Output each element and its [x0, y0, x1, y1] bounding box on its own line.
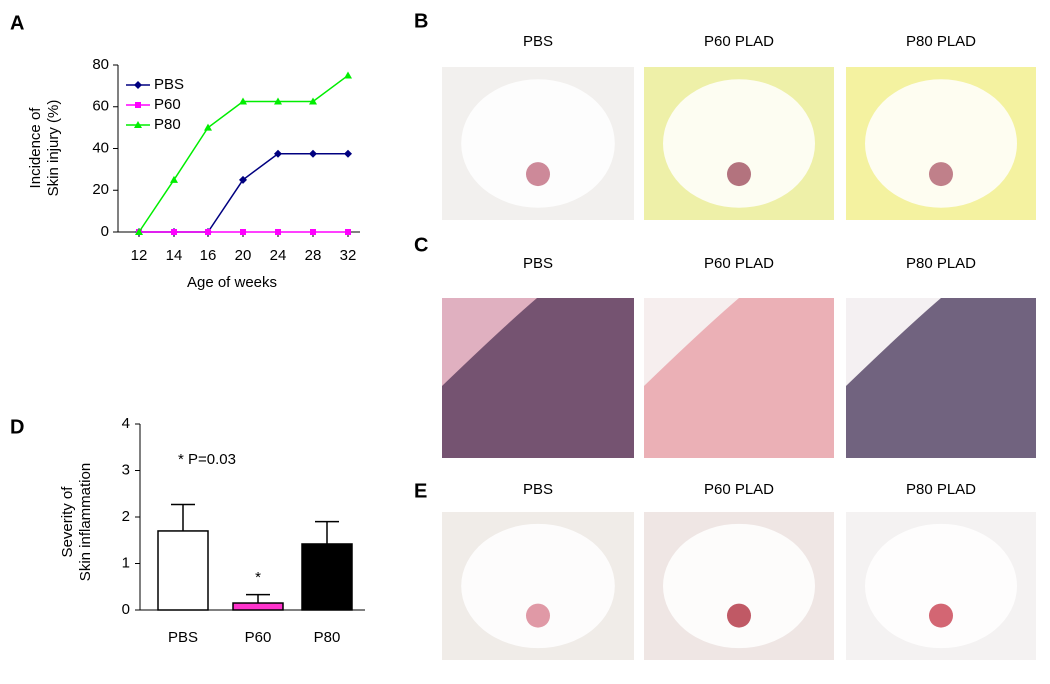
panel-letter: C — [414, 234, 428, 256]
point — [310, 229, 316, 235]
lesion — [727, 603, 751, 628]
y-tick-label: 0 — [122, 601, 130, 618]
legend-marker — [135, 102, 141, 108]
point — [171, 229, 177, 235]
legend-label: PBS — [154, 76, 184, 93]
tissue — [442, 298, 634, 458]
point — [274, 149, 282, 158]
x-tick-label: PBS — [168, 629, 198, 646]
point — [240, 229, 246, 235]
photo-column-label: P80 PLAD — [906, 481, 976, 498]
bar — [232, 602, 284, 611]
point — [170, 175, 178, 183]
legend-marker — [134, 81, 142, 89]
panel-letter: A — [10, 12, 24, 34]
y-tick-label: 60 — [92, 98, 109, 115]
line — [139, 152, 348, 233]
x-tick-label: 14 — [166, 247, 183, 264]
panel-letter: D — [10, 416, 24, 438]
annotation: * P=0.03 — [178, 451, 236, 468]
point — [274, 97, 282, 105]
animal — [865, 523, 1017, 649]
y-tick-label: 20 — [92, 181, 109, 198]
point — [135, 228, 143, 235]
panel-letter: E — [414, 480, 427, 502]
tissue — [644, 298, 834, 458]
lesion — [526, 162, 550, 187]
y-axis-label: Incidence of — [27, 107, 44, 189]
y-tick-label: 4 — [122, 415, 130, 432]
lesion — [526, 603, 550, 628]
legend-marker — [134, 121, 142, 128]
animal — [663, 523, 815, 649]
legend-label: P60 — [154, 96, 181, 113]
significance-mark: * — [255, 569, 261, 586]
lesion — [929, 603, 953, 628]
photo-column-label: PBS — [523, 255, 553, 272]
y-tick-label: 0 — [101, 223, 109, 240]
x-tick-label: 20 — [235, 247, 252, 264]
y-tick-label: 1 — [122, 554, 130, 571]
x-tick-label: 16 — [200, 247, 217, 264]
lesion — [929, 162, 953, 187]
point — [204, 123, 212, 131]
animal — [461, 523, 615, 649]
photo-column-label: P60 PLAD — [704, 255, 774, 272]
photo-column-label: P60 PLAD — [704, 33, 774, 50]
x-axis-label: Age of weeks — [187, 274, 277, 291]
y-tick-label: 2 — [122, 508, 130, 525]
animal — [865, 79, 1017, 208]
photo-column-label: P60 PLAD — [704, 481, 774, 498]
y-tick-label: 3 — [122, 461, 130, 478]
photo-column-label: PBS — [523, 33, 553, 50]
point — [345, 229, 351, 235]
point — [344, 71, 352, 79]
point — [309, 149, 317, 158]
panel-letter: B — [414, 10, 428, 32]
x-tick-label: 32 — [340, 247, 357, 264]
x-tick-label: 28 — [305, 247, 322, 264]
x-tick-label: P80 — [314, 629, 341, 646]
x-tick-label: 24 — [270, 247, 287, 264]
photo-column-label: P80 PLAD — [906, 33, 976, 50]
photo-column-label: PBS — [523, 481, 553, 498]
legend-label: P80 — [154, 116, 181, 133]
bar — [301, 543, 353, 611]
y-tick-label: 80 — [92, 56, 109, 73]
point — [275, 229, 281, 235]
y-axis-label: Skin injury (%) — [45, 100, 62, 197]
x-tick-label: 12 — [131, 247, 148, 264]
point — [309, 97, 317, 105]
point — [344, 149, 352, 158]
photo-column-label: P80 PLAD — [906, 255, 976, 272]
animal — [461, 79, 615, 208]
x-tick-label: P60 — [245, 629, 272, 646]
lesion — [727, 162, 751, 187]
point — [239, 97, 247, 105]
point — [239, 175, 247, 184]
y-axis-label: Skin inflammation — [77, 463, 94, 581]
y-axis-label: Severity of — [59, 486, 76, 558]
y-tick-label: 40 — [92, 139, 109, 156]
point — [205, 229, 211, 235]
tissue — [846, 298, 1036, 458]
bar — [157, 530, 209, 611]
animal — [663, 79, 815, 208]
